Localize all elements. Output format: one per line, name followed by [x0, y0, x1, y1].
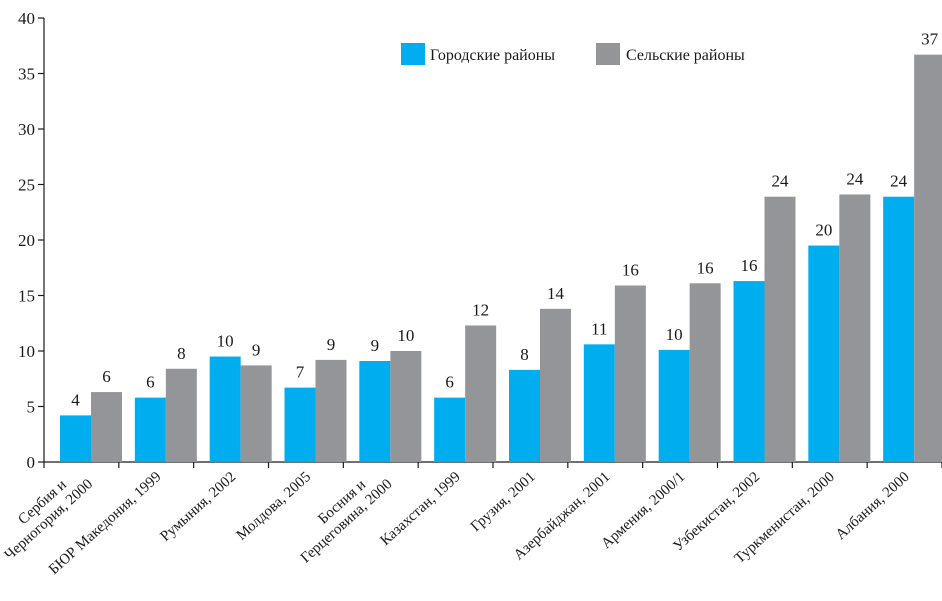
- bar-urban: [60, 415, 91, 462]
- bar-urban: [209, 356, 241, 462]
- bar-rural: [914, 54, 942, 462]
- y-tick-label: 40: [18, 9, 35, 28]
- bar-urban: [284, 387, 316, 462]
- x-category-label: Грузия, 2001: [468, 469, 539, 535]
- y-tick-label: 15: [18, 287, 35, 306]
- bar-rural: [240, 365, 272, 462]
- chart-legend: Городские районы Сельские районы: [401, 43, 745, 65]
- data-label: 10: [397, 326, 414, 345]
- bar-urban: [359, 360, 391, 462]
- y-tick-label: 30: [18, 120, 35, 139]
- bar-rural: [465, 325, 497, 462]
- data-label: 16: [697, 258, 714, 277]
- x-category-label: Казахстан, 1999: [377, 469, 463, 549]
- legend-swatch: [401, 43, 425, 65]
- bar-rural: [614, 285, 646, 462]
- chart-bars: [60, 54, 942, 463]
- data-label: 12: [472, 300, 489, 319]
- bar-rural: [839, 194, 871, 463]
- bar-rural: [315, 359, 347, 462]
- bar-rural: [540, 308, 571, 462]
- bar-urban: [134, 397, 166, 462]
- data-label: 10: [666, 325, 683, 344]
- bar-urban: [733, 281, 765, 462]
- data-label: 9: [371, 336, 380, 355]
- data-label: 24: [846, 169, 864, 188]
- x-category-label: Молдова, 2005: [234, 469, 315, 544]
- data-label: 10: [217, 332, 234, 351]
- data-label: 6: [102, 367, 111, 386]
- bar-rural: [689, 283, 721, 462]
- bar-urban: [883, 196, 915, 462]
- y-tick-label: 0: [27, 453, 36, 472]
- legend-label: Городские районы: [430, 47, 555, 64]
- data-label: 7: [296, 363, 305, 382]
- x-category-label: Албания, 2000: [833, 469, 913, 543]
- data-label: 37: [921, 30, 939, 49]
- data-label: 24: [772, 172, 790, 191]
- bar-urban: [583, 344, 615, 462]
- data-label: 8: [177, 344, 186, 363]
- data-label: 6: [445, 373, 454, 392]
- data-label: 20: [815, 221, 832, 240]
- data-label: 4: [71, 390, 80, 409]
- x-category-label: Румыния, 2002: [157, 469, 239, 545]
- y-tick-label: 20: [18, 231, 35, 250]
- bar-urban: [658, 349, 690, 462]
- data-label: 8: [520, 345, 529, 364]
- data-label: 16: [622, 261, 639, 280]
- data-label: 6: [146, 373, 155, 392]
- legend-label: Сельские районы: [626, 47, 745, 64]
- data-label: 11: [591, 319, 607, 338]
- x-category-label-line: Албания, 2000: [833, 469, 913, 543]
- bar-rural: [165, 368, 197, 462]
- data-label: 9: [252, 340, 261, 359]
- y-tick-label: 10: [18, 342, 35, 361]
- bar-rural: [390, 351, 422, 462]
- bar-urban: [434, 397, 466, 462]
- bar-rural: [764, 196, 796, 462]
- data-label: 16: [741, 256, 758, 275]
- bar-rural: [91, 392, 122, 462]
- y-tick-label: 25: [18, 176, 35, 195]
- y-tick-label: 5: [27, 398, 36, 417]
- x-category-label-line: Молдова, 2005: [234, 469, 315, 544]
- legend-swatch: [596, 43, 620, 65]
- data-label: 14: [547, 284, 565, 303]
- x-category-label-line: Румыния, 2002: [157, 469, 239, 545]
- data-label: 24: [890, 172, 908, 191]
- data-label: 9: [327, 335, 336, 354]
- y-tick-label: 35: [18, 65, 35, 84]
- x-category-label-line: Казахстан, 1999: [377, 469, 463, 549]
- bar-urban: [808, 245, 840, 462]
- x-category-label-line: Грузия, 2001: [468, 469, 539, 535]
- chart-data-labels: 4 6 6 8 10 9 7 9 9 10 6 12 8 14 11 16 10 16 16 24 20 24 24 37: [71, 30, 938, 410]
- bar-urban: [509, 369, 540, 462]
